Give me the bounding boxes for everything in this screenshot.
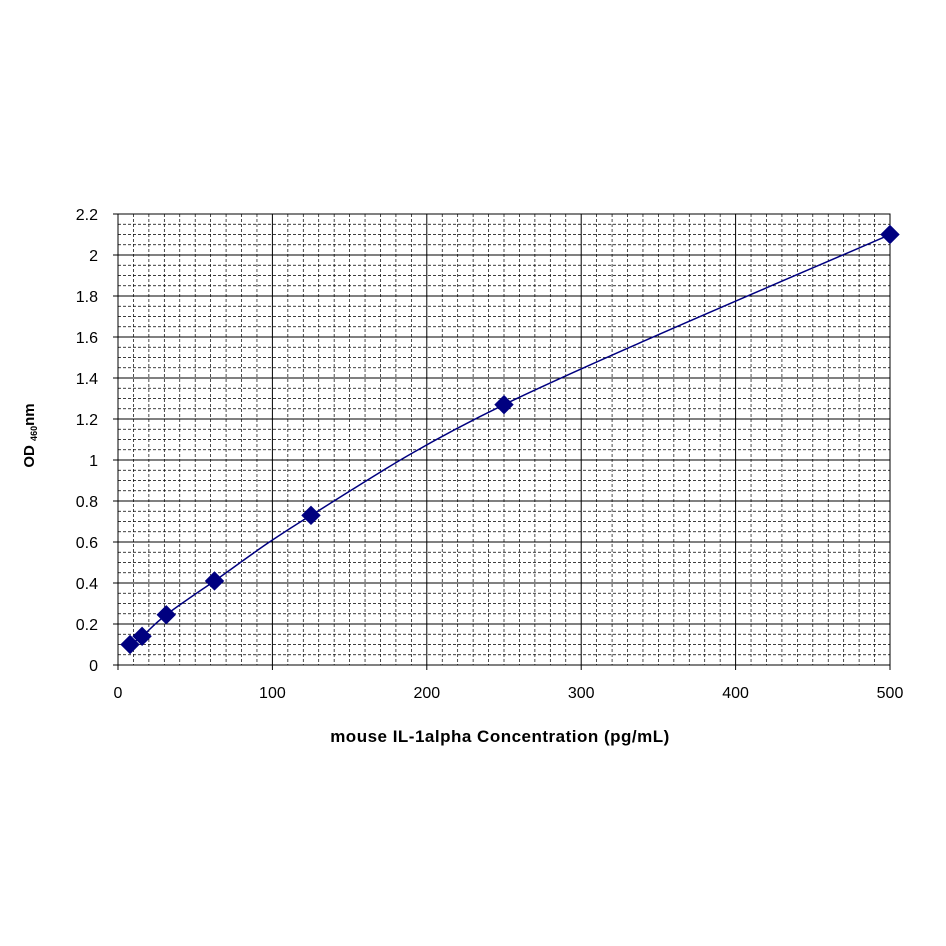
x-axis-title: mouse IL-1alpha Concentration (pg/mL): [330, 727, 670, 746]
data-point-marker: [494, 394, 514, 415]
data-point-marker: [156, 605, 176, 625]
y-tick-label: 0.6: [76, 535, 98, 552]
y-tick-label: 0.8: [76, 494, 98, 511]
y-tick-label: 2.2: [76, 207, 98, 224]
y-tick-label: 1.6: [76, 330, 98, 347]
y-tick-label: 2: [89, 248, 98, 265]
y-axis-title: OD 460nm: [21, 403, 39, 467]
minor-gridlines: [118, 214, 890, 665]
data-point-marker: [204, 571, 225, 591]
y-axis-title-subscript: 460: [29, 426, 39, 441]
y-tick-label: 1.8: [76, 289, 98, 306]
y-tick-label: 0.4: [76, 576, 98, 593]
plot-area-border: [117, 213, 891, 666]
fit-curve: [129, 233, 891, 646]
x-axis-ticks: 0 100 200 300 400 500: [114, 665, 904, 702]
x-tick-label: 0: [114, 685, 123, 702]
y-tick-label: 1: [89, 453, 98, 470]
data-point-marker: [120, 634, 140, 655]
x-tick-label: 300: [568, 685, 595, 702]
y-tick-label: 1.2: [76, 412, 98, 429]
x-tick-label: 100: [259, 685, 286, 702]
y-axis-title-suffix: nm: [21, 403, 38, 426]
y-tick-label: 0.2: [76, 617, 98, 634]
x-tick-label: 500: [877, 685, 904, 702]
y-tick-label: 0: [89, 658, 98, 675]
y-axis-title-prefix: OD: [21, 441, 38, 468]
y-axis-ticks: 0 0.2 0.4 0.6 0.8 1 1.2 1.4 1.6 1.8 2 2.2: [76, 207, 118, 675]
major-gridlines: [118, 214, 890, 665]
data-point-marker: [880, 224, 900, 245]
y-tick-label: 1.4: [76, 371, 98, 388]
x-tick-label: 400: [722, 685, 749, 702]
x-tick-label: 200: [413, 685, 440, 702]
data-point-marker: [132, 626, 152, 647]
data-points: [120, 224, 900, 655]
data-point-marker: [301, 505, 321, 526]
